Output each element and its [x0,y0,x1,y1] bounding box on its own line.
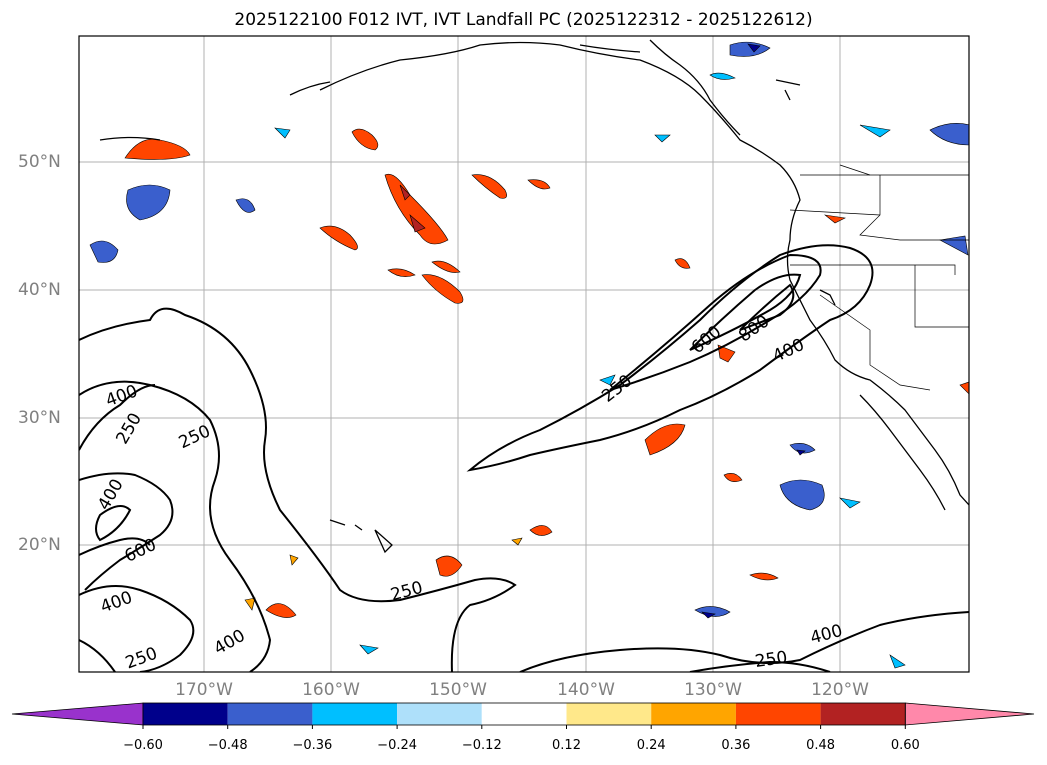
colorbar-extend-min [11,702,144,726]
pc-blob [959,381,969,395]
pc-blob [265,603,297,618]
lon-label-120w: 120°W [811,680,869,700]
lat-label-40n: 40°N [18,280,61,300]
lon-label-130w: 130°W [684,680,742,700]
pc-blob [244,537,523,611]
contour-label: 800 [735,311,773,346]
colorbar-segment [397,703,482,725]
pc-blob [421,274,464,304]
pc-blob [527,179,551,190]
contour-label: 400 [103,381,140,411]
map-title: 2025122100 F012 IVT, IVT Landfall PC (20… [234,10,813,30]
pc-blob [939,235,969,256]
lon-label-170w: 170°W [175,680,233,700]
colorbar-tick-label: −0.60 [123,738,163,753]
colorbar-tick-label: 0.48 [806,738,836,753]
pc-blob [674,258,691,269]
contour-label: 250 [112,410,146,448]
ivt-pc-shading [89,41,969,669]
colorbar-extend-max [904,702,1035,726]
colorbar-tick-label: −0.12 [461,738,502,753]
pc-blob [749,572,779,581]
colorbar-segment [143,703,228,725]
colorbar-segment [481,703,567,725]
pc-blob [644,423,686,456]
pc-blob [431,260,461,273]
pc-blob [701,43,806,619]
pc-blob [387,268,416,277]
ivt-contours [79,244,969,672]
colorbar-segment [566,703,652,725]
contour-label: 400 [808,621,845,649]
colorbar-tick-label: −0.36 [292,738,333,753]
pc-blob [235,198,256,213]
pc-blob [789,443,816,454]
colorbar-tick-label: −0.24 [377,738,418,753]
colorbar-tick-label: 0.24 [636,738,666,753]
pc-blob [435,555,463,577]
contour-label: 250 [388,578,425,606]
pc-blob [351,128,379,151]
lat-label-50n: 50°N [18,152,61,172]
borders [789,164,969,391]
pc-blob [529,525,553,536]
map-frame [78,35,970,673]
pc-blob [319,225,358,251]
pc-blob [717,344,736,363]
pc-blob [779,479,825,511]
graticule [79,36,969,672]
colorbar-segment [312,703,398,725]
contour-label: 250 [754,648,789,672]
pc-blob [823,214,846,224]
lon-label-140w: 140°W [557,680,615,700]
pc-blob [399,184,426,233]
pc-blob [723,473,743,482]
colorbar-tick-label: −0.48 [207,738,248,753]
colorbar-segment [820,703,906,725]
colorbar-segment [227,703,313,725]
colorbar-tick-label: 0.36 [721,738,751,753]
pc-blob [384,173,449,245]
contour-label: 250 [176,421,214,453]
lat-label-30n: 30°N [18,408,61,428]
pc-blob [929,123,969,146]
colorbar-tick-label: 0.12 [552,738,581,753]
contour-label: 400 [211,626,249,660]
pc-blob [89,240,119,263]
lon-label-150w: 150°W [429,680,487,700]
lon-label-160w: 160°W [302,680,360,700]
colorbar-tick-label: 0.60 [890,738,920,753]
colorbar-segment [735,703,821,725]
pc-blob [124,138,191,160]
pc-blob [274,72,906,669]
pc-blob [471,174,507,199]
contour-label: 400 [98,588,135,618]
lat-label-20n: 20°N [18,535,61,555]
contour-label: 400 [94,476,128,514]
colorbar [11,702,1035,729]
colorbar-segment [651,703,736,725]
pc-blob [126,184,171,221]
coastlines [99,39,969,554]
